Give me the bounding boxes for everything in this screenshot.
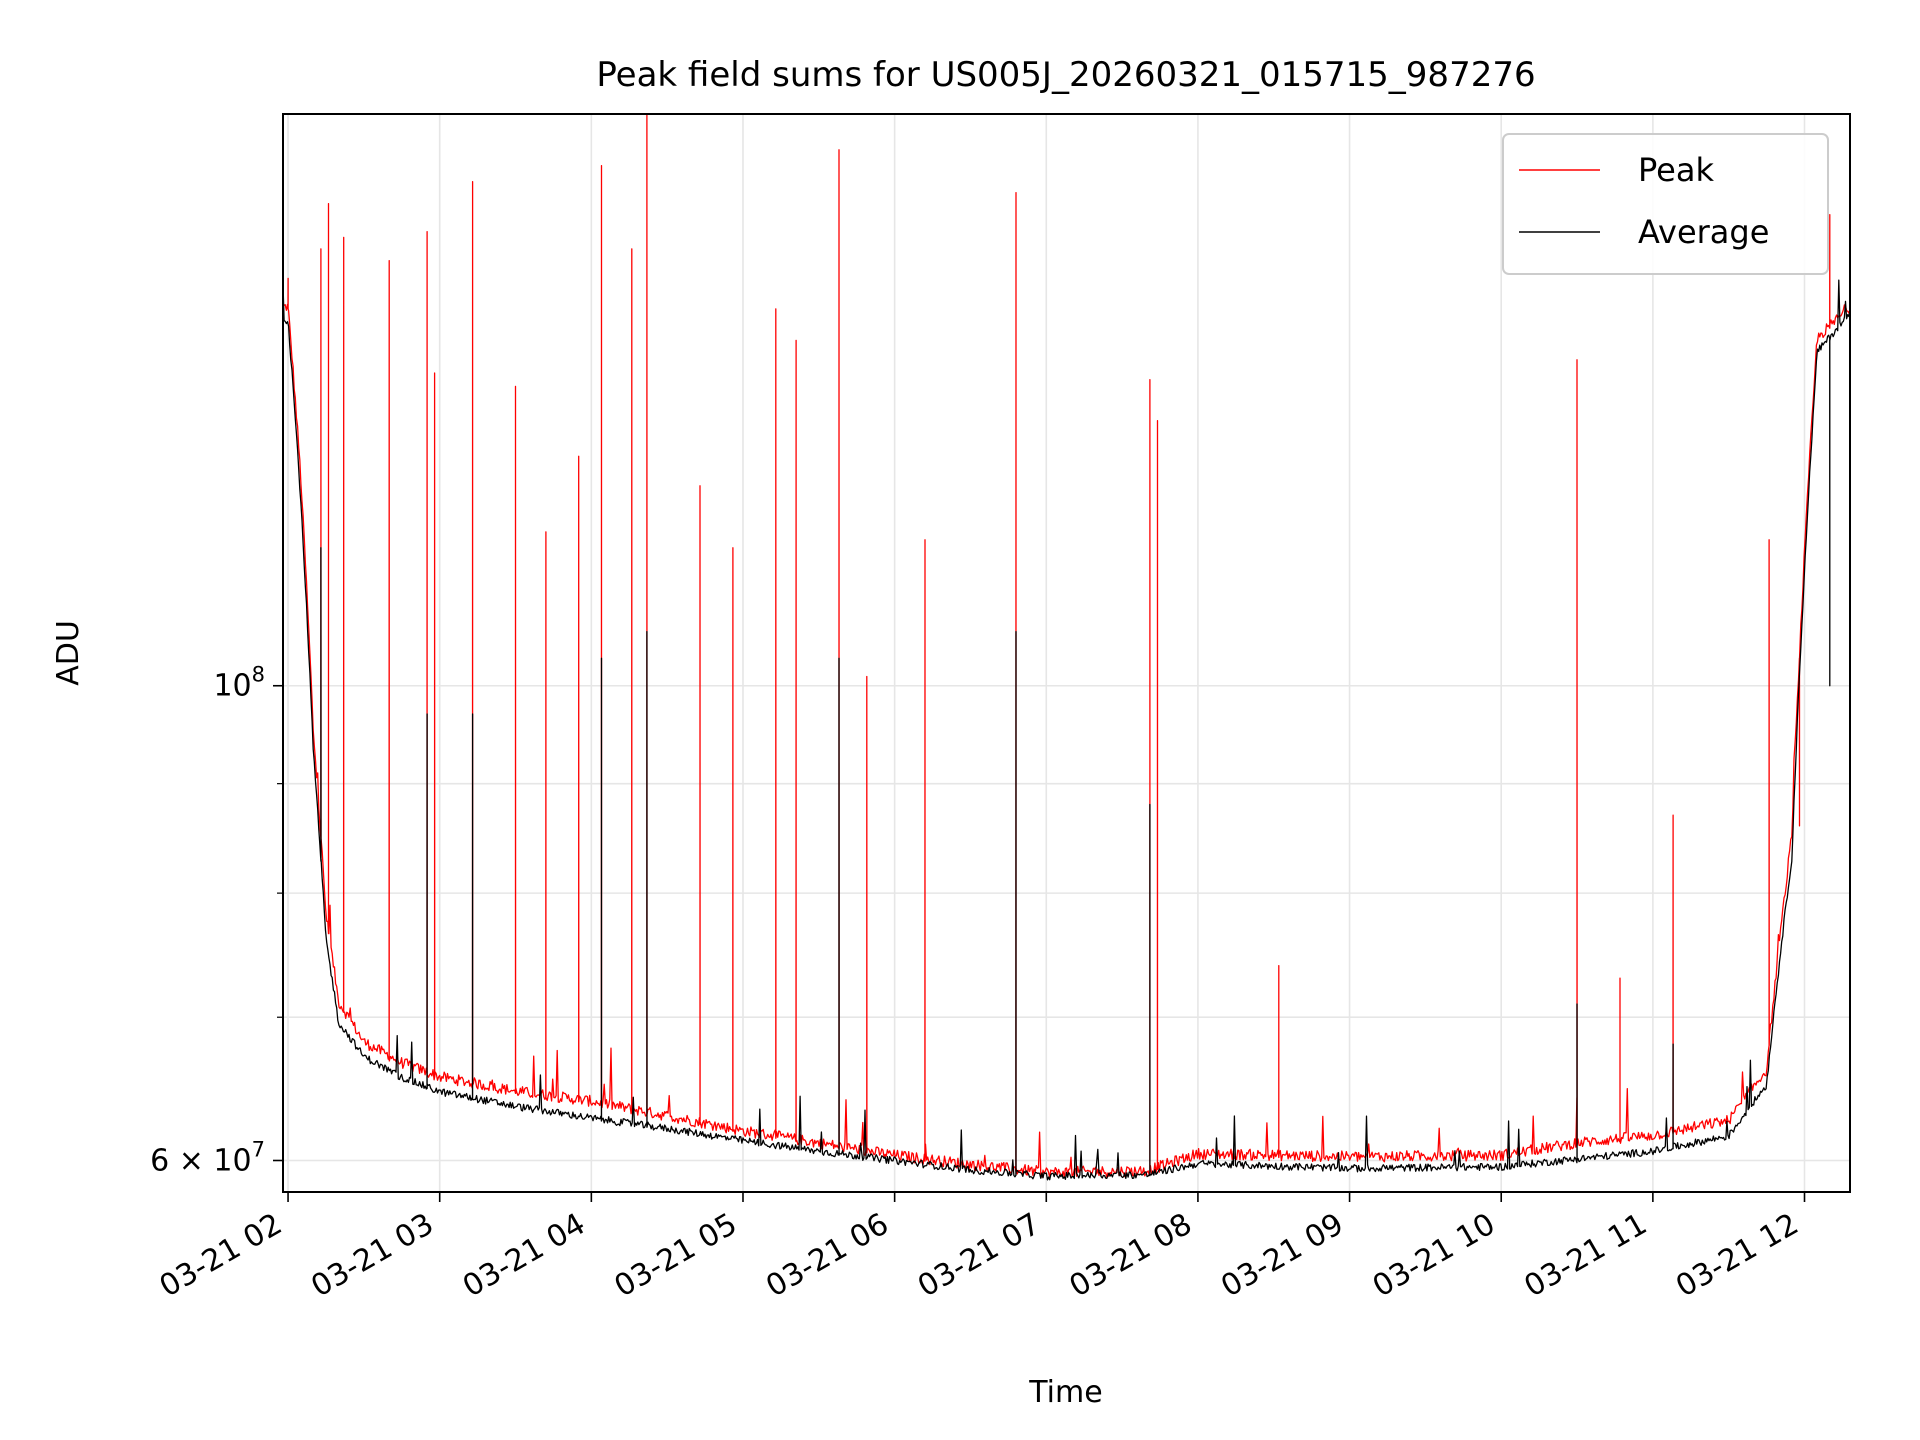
plot-area <box>282 113 1851 1181</box>
axes-frame <box>282 113 1851 1193</box>
legend: Peak Average <box>1502 133 1829 275</box>
grid <box>283 114 1850 1192</box>
legend-average-label: Average <box>1638 213 1769 251</box>
y-axis-label: ADU <box>51 620 86 686</box>
series-peak-line <box>282 113 1851 1179</box>
y-axis: 6 × 107 108 <box>150 663 283 1178</box>
legend-box <box>1502 133 1829 275</box>
x-axis-label: Time <box>1028 1375 1102 1410</box>
y-tick-label: 108 <box>213 663 265 704</box>
chart-title: Peak field sums for US005J_20260321_0157… <box>596 55 1535 95</box>
legend-peak-label: Peak <box>1638 151 1714 189</box>
series-average-line <box>282 279 1851 1181</box>
y-tick-label: 6 × 107 <box>150 1137 265 1178</box>
